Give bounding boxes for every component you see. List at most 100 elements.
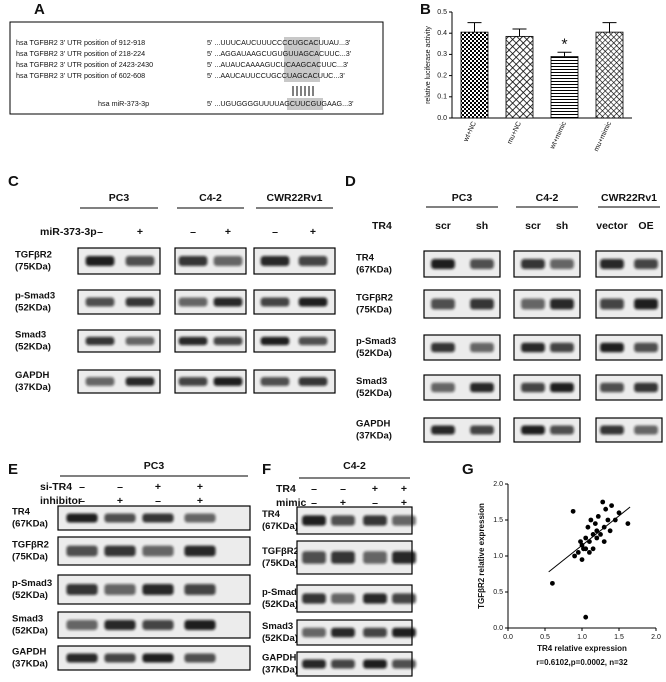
y-tick-label: 1.5: [493, 517, 503, 524]
data-point: [572, 553, 577, 559]
lane-label: –: [311, 483, 317, 495]
protein-label: TGFβR2: [262, 546, 299, 557]
group-label: PC3: [452, 192, 473, 204]
band: [104, 620, 136, 630]
size-label: (67KDa): [262, 521, 298, 532]
band: [66, 513, 98, 523]
band: [302, 627, 326, 638]
blot-frame: [253, 329, 336, 353]
protein-label: GAPDH: [15, 370, 49, 381]
data-point: [595, 514, 601, 519]
group-label: C4-2: [343, 460, 366, 472]
band: [104, 653, 136, 663]
x-tick-label: wt+mimic: [549, 120, 568, 151]
band: [521, 342, 545, 353]
band: [213, 297, 243, 307]
protein-label: p-Smad3: [262, 587, 302, 598]
band: [363, 551, 387, 564]
size-label: (67KDa): [12, 519, 48, 530]
condition-label: inhibitor: [40, 495, 82, 507]
panel-label: F: [262, 461, 271, 478]
y-tick-label: 0.0: [493, 625, 503, 632]
x-axis-label: TR4 relative expression: [537, 644, 627, 653]
data-point: [587, 550, 592, 555]
error-bar: [557, 51, 572, 57]
band: [298, 336, 328, 346]
band: [104, 513, 136, 523]
seed-highlight: [284, 37, 320, 82]
band: [392, 593, 416, 604]
data-point: [588, 517, 594, 523]
lane-label: +: [401, 497, 407, 509]
utr-seq: 5' ...AUAUCAAAAGUCUCAAGCACUUC...3': [207, 60, 349, 69]
utr-seq: 5' ...AAUCAUUCCUGCCUAGCACUUC...3': [207, 71, 345, 80]
lane-label: –: [155, 495, 161, 507]
seed-highlight: [287, 98, 323, 110]
data-point: [603, 506, 609, 512]
lane-label: +: [310, 226, 316, 238]
band: [363, 593, 387, 604]
band: [85, 336, 115, 346]
band: [260, 377, 290, 386]
band: [184, 583, 216, 596]
data-point: [612, 517, 618, 523]
blot-frame: [77, 369, 161, 394]
lane-label: sh: [476, 220, 488, 232]
data-point: [601, 524, 607, 530]
band: [213, 377, 243, 386]
band: [178, 377, 208, 386]
y-tick-label: 0.1: [437, 94, 447, 101]
band: [104, 583, 136, 596]
band: [66, 620, 98, 630]
size-label: (75KDa): [356, 305, 392, 316]
band: [213, 336, 243, 346]
band: [550, 342, 574, 353]
lane-label: +: [155, 481, 161, 493]
data-point: [583, 546, 589, 552]
x-tick-label: wt+NC: [462, 121, 478, 144]
band: [302, 551, 326, 564]
band: [392, 551, 416, 564]
size-label: (52KDa): [262, 633, 298, 644]
size-label: (67KDa): [356, 265, 392, 276]
protein-label: TR4: [262, 509, 281, 520]
panel-label: C: [8, 173, 19, 190]
band: [634, 342, 658, 353]
band: [184, 545, 216, 557]
band: [550, 425, 574, 435]
data-point: [600, 499, 606, 505]
lane-label: +: [117, 495, 123, 507]
lane-label: –: [190, 226, 196, 238]
band: [331, 659, 355, 669]
size-label: (37KDa): [356, 431, 392, 442]
y-tick-label: 1.0: [493, 553, 503, 560]
size-label: (37KDa): [12, 659, 48, 670]
utr-name: hsa TGFBR2 3' UTR position of 2423-2430: [16, 60, 153, 69]
band: [550, 298, 574, 310]
data-point: [587, 539, 592, 544]
y-tick-label: 0.3: [437, 51, 447, 58]
condition-label: si-TR4: [40, 481, 72, 493]
size-label: (52KDa): [356, 348, 392, 359]
band: [142, 545, 174, 557]
y-axis-label: TGFβR2 relative expression: [477, 503, 486, 609]
band: [302, 593, 326, 604]
blot-frame: [174, 329, 247, 353]
lane-label: +: [372, 483, 378, 495]
x-tick-label: 1.0: [577, 634, 587, 641]
size-label: (75KDa): [12, 552, 48, 563]
y-axis-label: relative luciferase activity: [425, 26, 432, 104]
data-point: [570, 508, 576, 514]
protein-label: GAPDH: [262, 653, 296, 664]
size-label: (52KDa): [12, 590, 48, 601]
data-point: [592, 521, 598, 526]
protein-label: GAPDH: [12, 647, 46, 658]
band: [431, 259, 455, 269]
lane-label: vector: [596, 220, 628, 232]
band: [66, 653, 98, 663]
size-label: (52KDa): [15, 342, 51, 353]
band: [331, 551, 355, 564]
data-point: [583, 614, 589, 620]
